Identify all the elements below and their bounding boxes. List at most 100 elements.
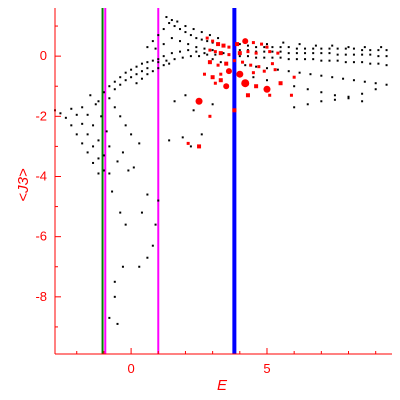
data-point — [100, 115, 103, 118]
data-point — [124, 71, 127, 74]
data-point — [320, 47, 323, 50]
data-point — [271, 46, 274, 49]
data-point — [263, 50, 266, 53]
data-point — [200, 133, 203, 136]
data-point — [146, 73, 149, 76]
data-point — [246, 55, 249, 58]
data-point — [271, 50, 274, 53]
x-tick-label: 0 — [127, 361, 134, 376]
data-point — [263, 56, 266, 59]
data-point — [86, 151, 89, 154]
data-point — [195, 50, 198, 53]
data-point — [271, 56, 274, 59]
data-point — [113, 106, 116, 109]
data-point — [369, 53, 372, 56]
data-point — [306, 88, 309, 91]
data-point — [380, 46, 383, 49]
data-point — [336, 59, 339, 62]
data-point — [361, 100, 364, 103]
data-point — [165, 16, 168, 19]
data-point — [306, 103, 309, 106]
data-point — [195, 46, 198, 49]
data-point — [312, 52, 315, 55]
data-point — [130, 68, 133, 71]
data-point — [227, 45, 231, 49]
data-point — [241, 60, 245, 64]
data-point — [263, 46, 266, 49]
data-point — [255, 65, 258, 68]
data-point — [304, 47, 307, 50]
data-point — [154, 223, 157, 226]
data-point — [81, 106, 84, 109]
data-point — [344, 53, 347, 56]
data-point — [135, 65, 138, 68]
data-point — [287, 46, 290, 49]
data-point — [361, 53, 364, 56]
data-point — [242, 38, 249, 45]
data-point — [97, 172, 100, 175]
data-point — [279, 46, 282, 49]
data-point — [130, 76, 133, 79]
data-point — [289, 93, 293, 97]
data-point — [246, 49, 249, 52]
data-point — [86, 113, 89, 116]
data-point — [168, 62, 171, 65]
data-point — [255, 46, 258, 49]
data-point — [214, 53, 217, 56]
data-point — [203, 47, 206, 50]
data-point — [170, 37, 173, 40]
data-point — [81, 122, 84, 125]
data-point — [333, 98, 336, 101]
data-point — [170, 52, 173, 55]
data-point — [151, 244, 154, 247]
data-point — [119, 76, 122, 79]
data-point — [157, 34, 160, 37]
data-point — [320, 100, 323, 103]
data-point — [200, 38, 203, 41]
data-point — [179, 40, 182, 43]
data-point — [314, 44, 317, 47]
data-point — [113, 80, 116, 83]
data-point — [218, 51, 223, 56]
data-point — [363, 80, 366, 83]
data-point — [361, 61, 364, 64]
data-point — [86, 133, 89, 136]
data-point — [238, 43, 241, 46]
data-point — [203, 52, 206, 55]
data-point — [347, 97, 350, 100]
x-axis-label: E — [217, 377, 228, 394]
tick-labels: 0 5 0 -2 -4 -6 -8 — [35, 48, 270, 376]
data-point — [295, 58, 298, 61]
data-point — [347, 95, 350, 98]
series-red-points — [186, 36, 296, 149]
data-point — [292, 75, 296, 79]
data-point — [116, 160, 119, 163]
y-axis-label: <J3> — [15, 168, 32, 202]
data-point — [94, 103, 97, 106]
data-point — [105, 130, 108, 133]
data-point — [197, 144, 202, 149]
data-point — [246, 50, 250, 54]
data-point — [108, 85, 111, 88]
data-point — [157, 58, 160, 61]
data-point — [184, 31, 187, 34]
data-point — [189, 55, 192, 58]
data-point — [216, 42, 221, 47]
data-point — [320, 59, 323, 62]
data-point — [186, 141, 190, 145]
data-point — [102, 91, 105, 94]
data-point — [211, 41, 214, 44]
data-point — [320, 74, 323, 77]
data-point — [361, 92, 364, 95]
data-point — [173, 25, 176, 28]
data-point — [304, 58, 307, 61]
data-point — [278, 81, 283, 86]
data-point — [211, 103, 214, 106]
data-point — [385, 64, 388, 67]
data-point — [140, 70, 143, 73]
data-point — [369, 49, 372, 52]
data-point — [108, 145, 111, 148]
data-point — [245, 93, 250, 98]
data-point — [385, 83, 388, 86]
